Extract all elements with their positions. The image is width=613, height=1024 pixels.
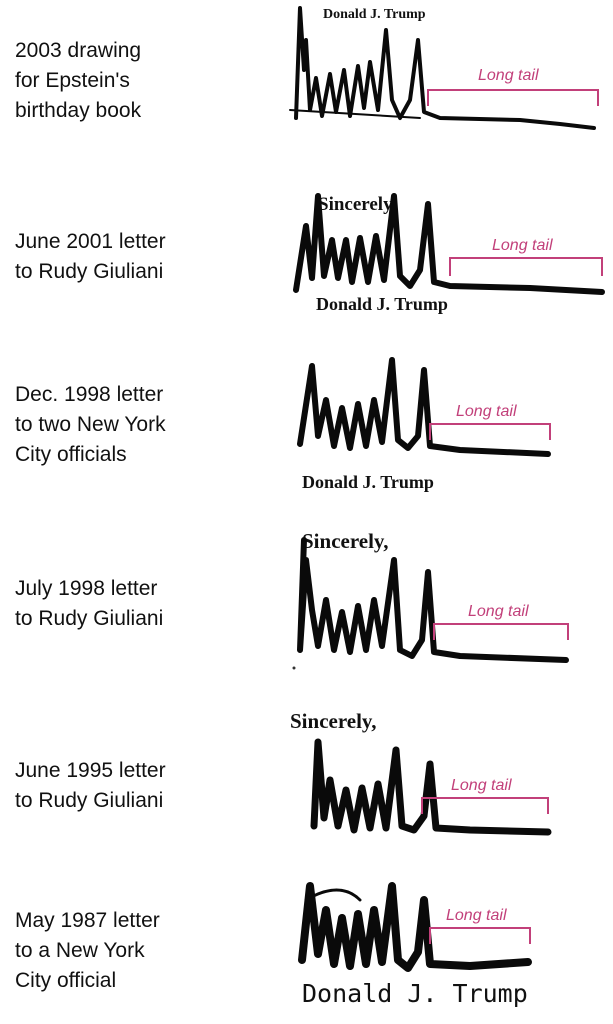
long-tail-label-1998-dec: Long tail xyxy=(456,403,517,420)
typed-name-2003: Donald J. Trump xyxy=(323,7,426,22)
signature-scribble-1995 xyxy=(310,738,552,836)
long-tail-bracket-2003: Long tail xyxy=(427,67,599,106)
typed-name-2001: Donald J. Trump xyxy=(316,294,448,314)
caption-1998-jul: July 1998 letter to Rudy Giuliani xyxy=(15,577,164,630)
long-tail-label-1995: Long tail xyxy=(451,777,512,794)
long-tail-label-2001: Long tail xyxy=(492,237,553,254)
typed-name-1987: Donald J. Trump xyxy=(302,979,528,1008)
signature-2003: Donald J. Trump Long tail xyxy=(289,6,599,130)
signature-scribble-1998-dec xyxy=(297,357,551,457)
heading-1998-jul: Sincerely, xyxy=(302,529,389,553)
signature-scribble-1998-jul xyxy=(297,537,569,663)
long-tail-bracket-1995: Long tail xyxy=(421,777,549,814)
signature-scribble-2001 xyxy=(293,193,605,295)
caption-2003: 2003 drawing for Epstein's birthday book xyxy=(15,39,142,122)
caption-1987: May 1987 letter to a New York City offic… xyxy=(15,909,160,992)
long-tail-label-1987: Long tail xyxy=(446,907,507,924)
typed-name-1998-dec: Donald J. Trump xyxy=(302,472,434,492)
signature-1998-jul: Sincerely, Long tail xyxy=(292,529,569,670)
long-tail-bracket-1987: Long tail xyxy=(429,907,531,944)
signature-2001: Sincerely, Donald J. Trump Long tail xyxy=(293,193,605,314)
signature-1995: Sincerely, Long tail xyxy=(290,709,552,836)
long-tail-label-1998-jul: Long tail xyxy=(468,603,529,620)
caption-1995: June 1995 letter to Rudy Giuliani xyxy=(15,759,166,812)
long-tail-bracket-1998-dec: Long tail xyxy=(429,403,551,440)
long-tail-label-2003: Long tail xyxy=(478,67,539,84)
caption-2001: June 2001 letter to Rudy Giuliani xyxy=(15,230,166,283)
signature-1987: Donald J. Trump Long tail xyxy=(298,882,532,1008)
heading-2001: Sincerely, xyxy=(318,194,397,215)
long-tail-bracket-2001: Long tail xyxy=(449,237,603,276)
signature-scribble-1987 xyxy=(298,882,532,972)
long-tail-bracket-1998-jul: Long tail xyxy=(433,603,569,640)
heading-1995: Sincerely, xyxy=(290,709,377,733)
caption-1998-dec: Dec. 1998 letter to two New York City of… xyxy=(15,383,166,466)
signature-scribble-2003 xyxy=(294,6,596,130)
signature-1998-dec: Donald J. Trump Long tail xyxy=(297,357,551,492)
